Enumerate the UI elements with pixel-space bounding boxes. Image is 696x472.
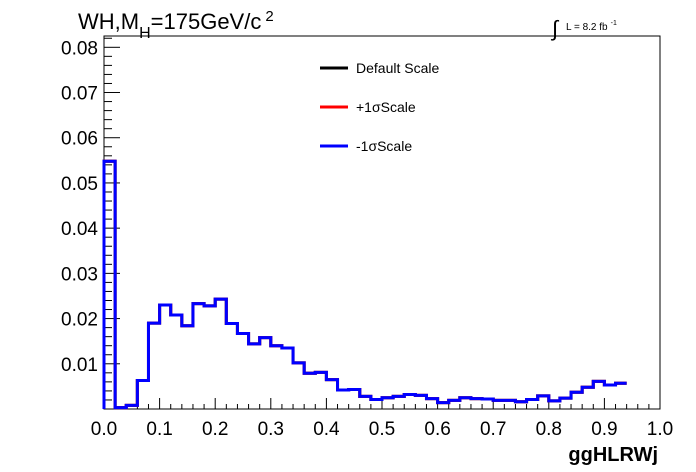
x-tick-label: 0.2 <box>202 419 228 440</box>
x-tick-label: 0.4 <box>313 419 340 440</box>
x-tick-label: 0.8 <box>536 419 562 440</box>
x-axis: 0.0 0.1 0.2 0.3 0.4 0.5 0.6 0.7 0.8 0.9 1.0 <box>91 398 673 440</box>
x-tick-label: 0.3 <box>258 419 284 440</box>
x-tick-label: 0.5 <box>369 419 395 440</box>
y-tick-label: 0.01 <box>61 355 98 376</box>
x-tick-label: 0.0 <box>91 419 117 440</box>
title-subscript: H <box>139 25 151 42</box>
legend-label: Default Scale <box>356 60 439 76</box>
y-tick-label: 0.07 <box>61 84 98 105</box>
legend-label: +1σScale <box>356 99 416 115</box>
plot-frame <box>103 35 661 410</box>
chart-title: WH,MH=175GeV/c 2 <box>78 8 274 42</box>
y-axis: 0.01 0.02 0.03 0.04 0.05 0.06 0.07 0.08 <box>61 37 120 401</box>
title-main: WH,M <box>78 9 139 34</box>
y-tick-label: 0.06 <box>61 129 98 150</box>
lumi-integral-symbol: ∫ <box>550 16 560 41</box>
x-tick-label: 1.0 <box>647 419 673 440</box>
y-tick-label: 0.05 <box>61 174 98 195</box>
y-tick-label: 0.04 <box>61 219 98 240</box>
series-layer <box>102 159 627 410</box>
histogram-series <box>102 159 627 410</box>
x-tick-label: 0.7 <box>480 419 506 440</box>
legend-label: -1σScale <box>356 138 412 154</box>
title-superscript: 2 <box>265 8 273 25</box>
x-axis-title: ggHLRWj <box>568 444 658 466</box>
lumi-text: L = 8.2 fb <box>566 22 608 33</box>
y-tick-label: 0.03 <box>61 264 98 285</box>
title-rest: =175GeV/c <box>151 9 262 34</box>
legend: Default Scale +1σScale -1σScale <box>320 60 439 154</box>
x-tick-label: 0.1 <box>146 419 172 440</box>
y-tick-label: 0.02 <box>61 310 98 331</box>
x-tick-label: 0.9 <box>591 419 617 440</box>
histogram-series <box>102 159 627 410</box>
x-tick-label: 0.6 <box>424 419 450 440</box>
histogram-series <box>102 159 627 410</box>
lumi-superscript: -1 <box>611 20 617 27</box>
y-tick-label: 0.08 <box>61 38 98 59</box>
lumi-label: L = 8.2 fb -1 <box>566 20 617 33</box>
